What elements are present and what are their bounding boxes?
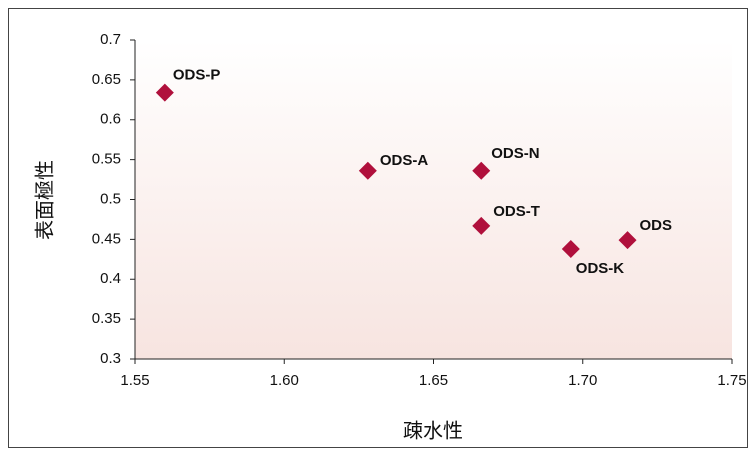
point: [472, 161, 491, 180]
point-label: ODS-A: [380, 152, 429, 169]
x-tick-label: 1.60: [270, 372, 299, 389]
x-axis-title: 疎水性: [403, 419, 463, 442]
y-tick-label: 0.6: [100, 111, 121, 128]
y-axis-title: 表面極性: [33, 160, 56, 240]
x-tick-label: 1.55: [120, 372, 149, 389]
point: [561, 239, 580, 258]
y-tick-label: 0.7: [100, 31, 121, 48]
point-label: ODS-N: [491, 145, 539, 162]
x-tick-label: 1.65: [419, 372, 448, 389]
y-tick-label: 0.65: [92, 71, 121, 88]
point: [155, 83, 174, 102]
point: [618, 231, 637, 250]
plot-area: [135, 40, 732, 359]
point-label: ODS: [640, 217, 673, 234]
point-label: ODS-K: [576, 260, 625, 277]
y-tick-label: 0.5: [100, 190, 121, 207]
y-tick-label: 0.35: [92, 310, 121, 327]
point-label: ODS-P: [173, 67, 221, 84]
y-tick-label: 0.4: [100, 270, 121, 287]
x-tick-label: 1.70: [568, 372, 597, 389]
y-tick-label: 0.55: [92, 151, 121, 168]
y-tick-label: 0.45: [92, 230, 121, 247]
point: [358, 161, 377, 180]
y-tick-label: 0.3: [100, 350, 121, 367]
point: [472, 216, 491, 235]
point-label: ODS-T: [493, 203, 540, 220]
x-tick-label: 1.75: [717, 372, 746, 389]
